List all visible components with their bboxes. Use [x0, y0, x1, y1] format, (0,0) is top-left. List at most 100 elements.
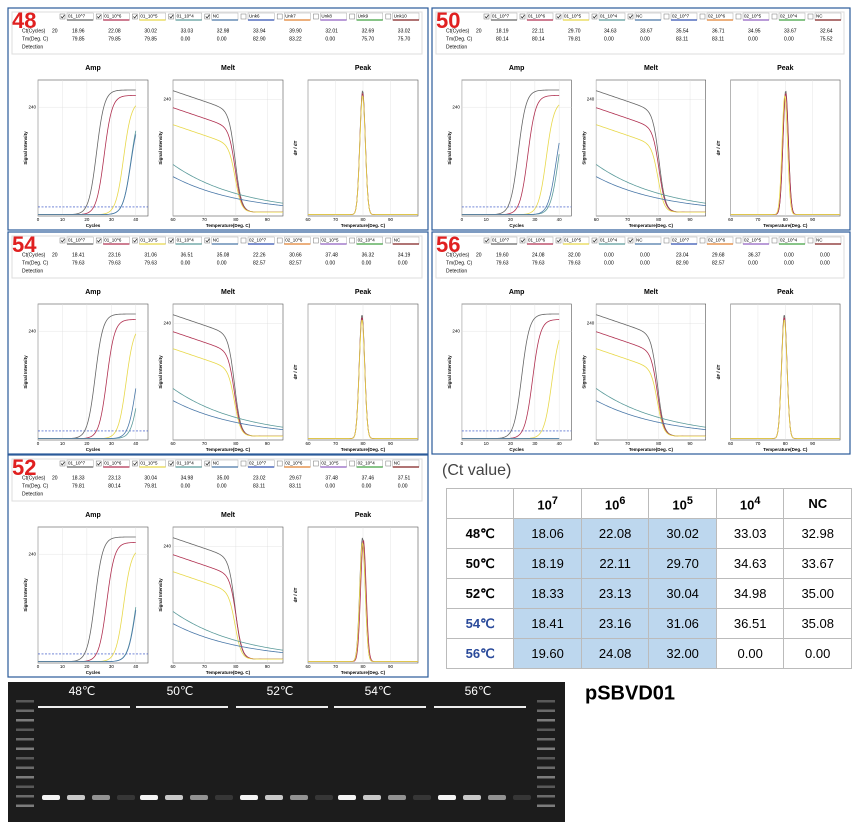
- tm-value: 83.11: [712, 36, 724, 42]
- gel-band: [92, 795, 110, 800]
- ladder-band: [16, 719, 34, 722]
- plot-area: [37, 526, 149, 664]
- checkmark: [592, 14, 597, 19]
- checkmark: [628, 238, 633, 243]
- y-axis-label: dF / dT: [716, 364, 721, 379]
- y-tick-label: 240: [452, 104, 460, 109]
- checkmark: [484, 238, 489, 243]
- amp-curve: [38, 388, 137, 440]
- ct-value: 0.00: [820, 252, 830, 258]
- ct-value: 34.19: [398, 252, 411, 258]
- ladder-band: [537, 747, 555, 750]
- x-tick-label: 0: [461, 217, 464, 222]
- melt-curve: [595, 164, 706, 204]
- tm-value: 83.22: [289, 36, 302, 42]
- checkbox: [240, 13, 247, 20]
- ct-cell: 18.06: [513, 518, 582, 549]
- x-tick-label: 90: [810, 217, 816, 222]
- checkbox: [591, 237, 598, 244]
- sample-name: 01_10^7: [68, 461, 86, 466]
- chart-title: Peak: [777, 289, 793, 296]
- ct-value: 22.11: [532, 28, 544, 34]
- x-tick-label: 20: [508, 441, 514, 446]
- x-tick-label: 90: [688, 217, 694, 222]
- checkbox: [59, 237, 66, 244]
- melt-curve: [596, 124, 706, 213]
- checkbox: [313, 237, 319, 244]
- x-tick-label: 90: [388, 217, 394, 222]
- checkbox: [699, 237, 706, 244]
- ct-value: 35.00: [217, 475, 230, 481]
- ct-value: 29.70: [568, 28, 581, 34]
- plot-area: [461, 79, 572, 217]
- tm-value: 0.00: [181, 483, 191, 489]
- x-tick-label: 80: [656, 217, 662, 222]
- x-tick-label: 90: [388, 664, 394, 669]
- gel-band: [290, 795, 308, 800]
- ct-value: 23.13: [108, 475, 121, 481]
- row-header: 54℃: [445, 608, 515, 639]
- gel-band: [513, 795, 531, 800]
- peak-curve: [730, 319, 841, 439]
- tm-value: 75.70: [362, 36, 375, 42]
- y-axis-label: dF / dT: [293, 140, 298, 155]
- checkmark: [133, 238, 138, 243]
- x-tick-label: 20: [84, 217, 90, 222]
- chart-title: Melt: [221, 289, 236, 296]
- ladder-band: [537, 728, 555, 731]
- gel-band: [315, 795, 333, 800]
- ct-value: 37.51: [398, 475, 411, 481]
- ct-value: 36.32: [362, 252, 375, 258]
- peak-curve: [308, 542, 418, 662]
- row-label: Detection: [446, 44, 467, 50]
- tm-value: 0.00: [217, 483, 227, 489]
- ct-cell: 0.00: [715, 638, 785, 669]
- checkmark: [520, 238, 525, 243]
- sample-name: 01_10^5: [140, 238, 158, 243]
- tm-value: 80.14: [532, 36, 545, 42]
- x-tick-label: 30: [109, 441, 115, 446]
- x-tick-label: 30: [532, 441, 538, 446]
- ct-table: 107 106 105 104 NC 48℃ 18.06 22.08 30.02 33.03 32.…: [445, 488, 852, 669]
- sample-name: NC: [394, 461, 401, 466]
- sample-name: 01_10^4: [177, 238, 195, 243]
- row-label: Ct(Cycles): [22, 475, 46, 481]
- checkmark: [556, 238, 561, 243]
- checkbox: [59, 460, 66, 467]
- y-axis-label: Signal Intensity: [23, 355, 28, 389]
- y-axis-label: Signal Intensity: [447, 131, 452, 165]
- tm-value: 0.00: [604, 36, 614, 42]
- legend-box: [11, 235, 423, 279]
- ct-value: 18.41: [72, 252, 85, 258]
- x-tick-label: 80: [233, 217, 239, 222]
- checkbox: [168, 13, 174, 20]
- column-header: 106: [580, 488, 650, 519]
- ladder-band: [537, 757, 555, 760]
- ct-value: 37.46: [362, 475, 375, 481]
- plot-area: [595, 79, 706, 217]
- lane-label: 56℃: [465, 684, 492, 698]
- ct-value: 23.16: [108, 252, 121, 258]
- x-tick-label: 80: [656, 441, 662, 446]
- ct-cell: 18.33: [513, 578, 582, 609]
- x-tick-label: 70: [755, 441, 761, 446]
- ladder-band: [16, 785, 34, 788]
- ct-cell: 34.63: [715, 548, 785, 579]
- checkmark: [60, 461, 65, 466]
- ct-value: 32.98: [217, 28, 230, 34]
- sample-name: 01_10^7: [492, 238, 510, 243]
- checkmark: [96, 461, 101, 466]
- ct-cell: 0.00: [783, 638, 852, 669]
- checkbox: [663, 237, 670, 244]
- gel-band: [190, 795, 208, 800]
- chart-title: Peak: [355, 512, 371, 519]
- gel-band: [140, 795, 158, 800]
- sample-name: Unk9: [358, 14, 369, 19]
- sample-name: 01_10^5: [140, 461, 158, 466]
- row-label: Ct(Cycles): [446, 28, 470, 34]
- x-tick-label: 10: [60, 217, 66, 222]
- checkmark: [520, 14, 525, 19]
- gel-title: pSBVD01: [585, 682, 675, 704]
- header-base: 10: [672, 497, 687, 513]
- ladder-band: [16, 804, 34, 807]
